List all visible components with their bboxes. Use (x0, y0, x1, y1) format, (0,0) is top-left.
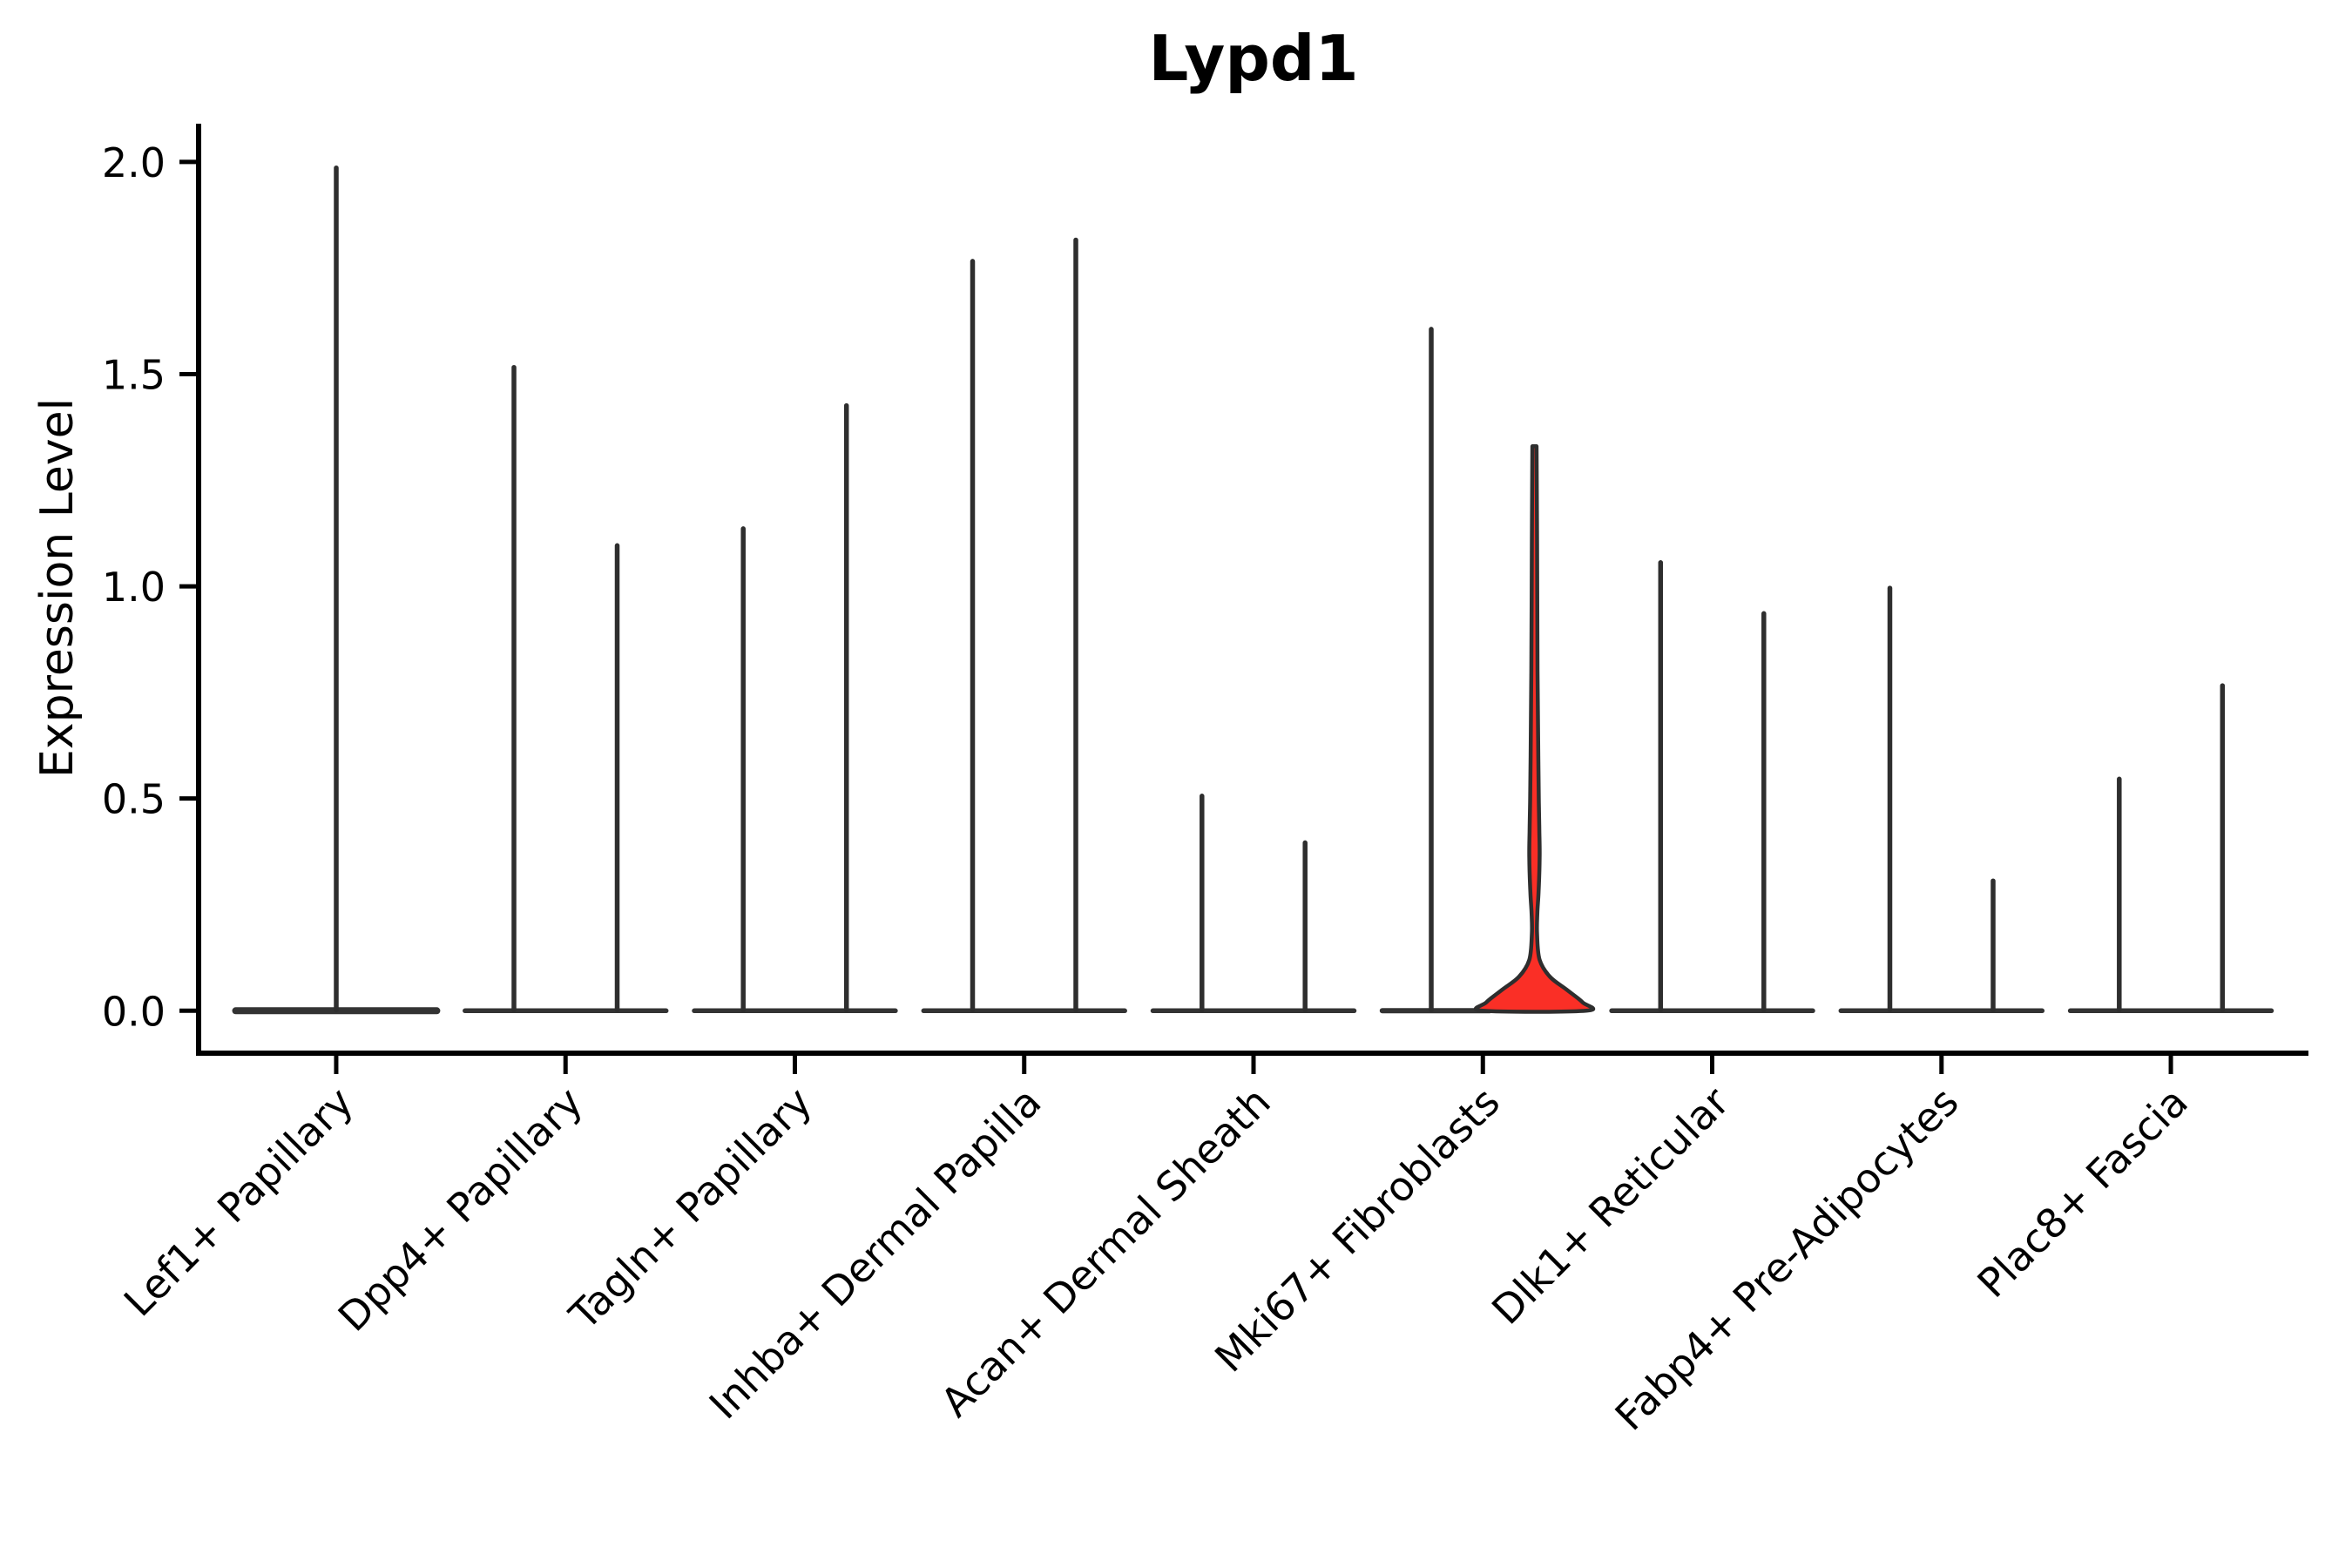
chart-title: Lypd1 (1148, 22, 1359, 95)
x-tick-label: Dlk1+ Reticular (1483, 1078, 1738, 1334)
highlight-violin (1473, 444, 1596, 1014)
x-tick-label: Lef1+ Papillary (115, 1078, 362, 1326)
x-tick-label: Plac8+ Fascia (1968, 1078, 2196, 1307)
y-tick-label: 1.5 (102, 351, 166, 398)
y-tick-label: 2.0 (102, 139, 166, 186)
y-tick-label: 1.0 (102, 564, 166, 611)
x-tick-label: Tagln+ Papillary (560, 1078, 821, 1340)
y-tick-label: 0.0 (102, 988, 166, 1035)
y-tick-label: 0.5 (102, 776, 166, 823)
x-tick-label: Dpp4+ Papillary (329, 1078, 591, 1341)
